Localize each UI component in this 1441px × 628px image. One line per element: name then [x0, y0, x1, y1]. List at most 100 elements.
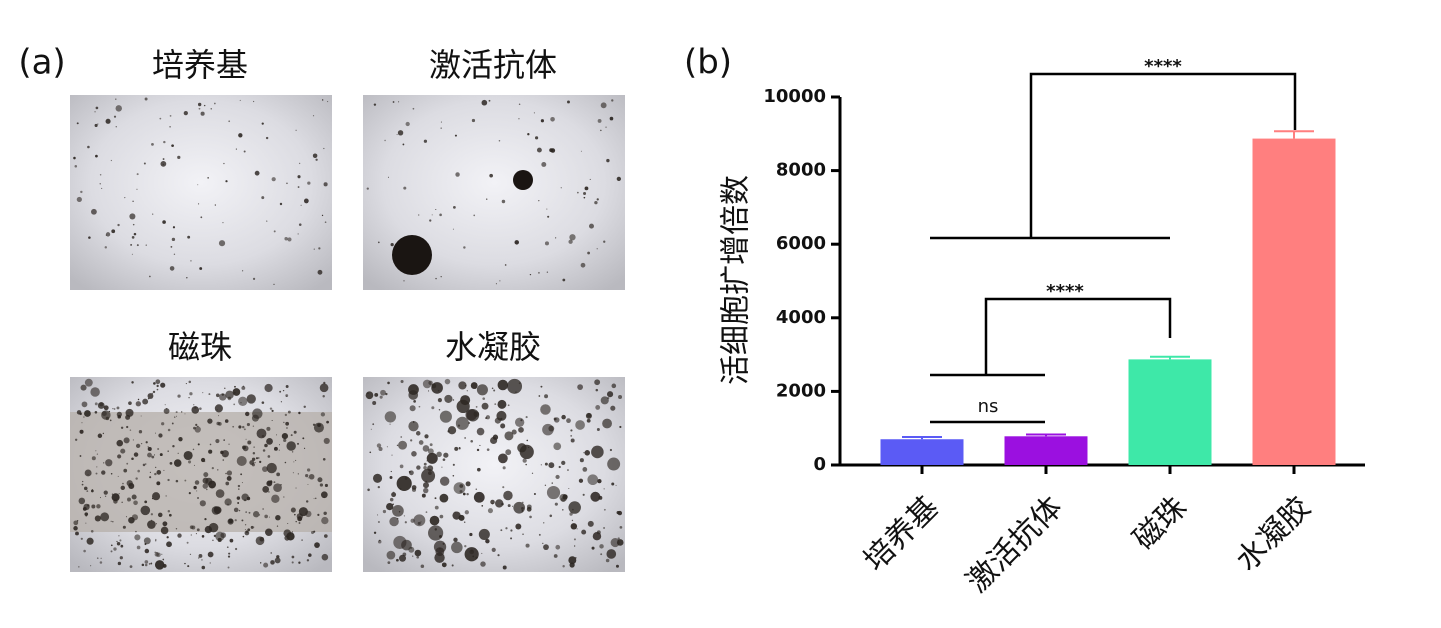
cell-cluster — [96, 504, 101, 509]
cell-cluster — [538, 199, 540, 202]
image-title: 水凝胶 — [445, 328, 541, 366]
cell-cluster — [225, 390, 234, 400]
cell-cluster — [192, 448, 195, 451]
micrograph — [70, 95, 332, 290]
cell-cluster — [266, 426, 271, 431]
cell-cluster — [165, 495, 167, 497]
cell-cluster — [167, 428, 171, 432]
cell-cluster — [240, 402, 242, 404]
cell-cluster — [514, 417, 525, 427]
cell-cluster — [543, 522, 545, 524]
cell-cluster — [555, 237, 557, 239]
cell-cluster — [610, 538, 620, 548]
cell-cluster — [475, 387, 477, 389]
cell-cluster — [222, 221, 224, 224]
cell-cluster — [74, 438, 78, 441]
cell-cluster — [561, 414, 566, 420]
cell-cluster — [456, 399, 470, 414]
cell-cluster — [225, 472, 227, 475]
cell-cluster — [132, 439, 134, 441]
cell-cluster — [555, 474, 560, 480]
cell-cluster — [454, 446, 459, 451]
y-tick-label: 2000 — [776, 380, 826, 401]
cell-cluster — [102, 432, 105, 435]
cell-cluster — [178, 437, 183, 442]
cell-cluster — [117, 561, 122, 566]
cell-cluster — [611, 99, 614, 102]
cell-cluster — [546, 208, 548, 210]
cell-cluster — [533, 112, 535, 114]
cell-cluster — [518, 382, 521, 385]
cell-cluster — [145, 244, 147, 246]
cell-cluster — [73, 156, 76, 160]
significance-label: ns — [978, 396, 999, 417]
cell-cluster — [544, 394, 549, 399]
cell-cluster — [185, 383, 187, 385]
cell-cluster — [504, 431, 514, 441]
cell-cluster — [465, 409, 477, 421]
cell-cluster — [227, 555, 231, 558]
cell-cluster — [413, 514, 426, 527]
cell-cluster — [451, 541, 463, 554]
image-title: 激活抗体 — [429, 46, 557, 84]
cell-cluster — [609, 116, 614, 121]
cell-cluster — [278, 449, 280, 451]
cell-cluster — [553, 442, 562, 451]
cell-cluster — [237, 502, 240, 504]
cell-cluster — [197, 184, 199, 186]
cell-cluster — [586, 418, 591, 423]
cell-cluster — [322, 395, 325, 398]
cell-cluster — [243, 428, 246, 431]
cell-cluster — [522, 458, 527, 463]
cell-cluster — [96, 453, 99, 455]
cell-cluster — [162, 558, 165, 561]
cell-cluster — [269, 407, 273, 410]
cell-cluster — [214, 404, 223, 413]
cell-cluster — [195, 423, 198, 426]
cell-cluster — [237, 484, 241, 488]
cell-cluster — [569, 512, 573, 516]
cell-cluster — [609, 448, 613, 452]
cell-cluster — [249, 460, 255, 466]
cell-cluster — [273, 283, 275, 286]
cell-cluster — [455, 172, 460, 177]
cell-cluster — [425, 480, 427, 483]
cell-cluster — [476, 427, 485, 436]
cell-cluster — [576, 528, 578, 530]
cell-cluster — [191, 406, 200, 414]
cell-cluster — [418, 214, 420, 216]
cell-cluster — [135, 401, 141, 407]
cell-cluster — [116, 540, 118, 543]
cell-cluster — [409, 470, 414, 476]
cell-cluster — [251, 457, 256, 461]
cell-cluster — [211, 486, 213, 488]
cell-cluster — [199, 500, 206, 507]
cell-cluster — [286, 532, 295, 541]
cell-cluster — [570, 438, 575, 443]
cell-cluster — [434, 552, 445, 563]
cell-cluster — [160, 160, 167, 167]
cell-cluster — [223, 162, 225, 165]
cell-cluster — [78, 497, 86, 505]
cell-cluster — [264, 443, 268, 448]
cell-cluster — [297, 175, 301, 179]
cell-cluster — [302, 437, 305, 440]
cell-cluster — [131, 494, 137, 500]
cell-cluster — [221, 450, 229, 458]
cell-cluster — [263, 562, 269, 568]
cell-cluster — [458, 514, 465, 521]
cell-cluster — [390, 243, 394, 247]
cell-cluster — [616, 176, 622, 182]
cell-cluster — [500, 529, 503, 532]
cell-cluster — [493, 389, 496, 392]
cell-cluster — [389, 497, 394, 502]
image-title: 磁珠 — [168, 328, 232, 366]
panel-label: (b) — [684, 43, 732, 83]
cell-cluster — [384, 411, 397, 423]
cell-cluster — [259, 460, 262, 464]
cell-cluster — [491, 547, 496, 552]
cell-cluster — [183, 110, 188, 116]
cell-cluster — [301, 539, 303, 541]
cell-cluster — [206, 488, 208, 491]
